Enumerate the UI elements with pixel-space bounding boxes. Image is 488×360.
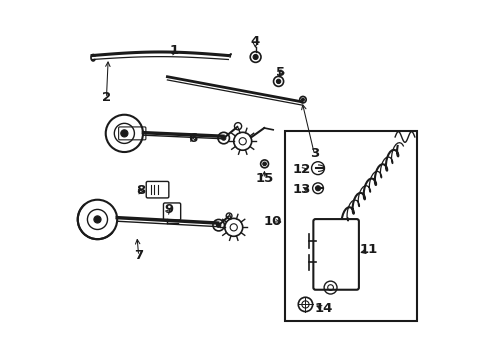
Text: 9: 9 bbox=[164, 203, 173, 216]
Circle shape bbox=[221, 136, 225, 140]
Text: 5: 5 bbox=[275, 66, 285, 79]
Text: 2: 2 bbox=[102, 91, 111, 104]
Circle shape bbox=[276, 79, 280, 84]
Circle shape bbox=[315, 186, 320, 191]
Circle shape bbox=[253, 54, 258, 59]
Text: 3: 3 bbox=[309, 147, 318, 159]
Circle shape bbox=[121, 130, 128, 137]
Circle shape bbox=[262, 162, 266, 166]
Text: 15: 15 bbox=[255, 172, 273, 185]
Text: 11: 11 bbox=[358, 243, 377, 256]
Text: 8: 8 bbox=[136, 184, 145, 197]
Circle shape bbox=[94, 216, 101, 223]
Text: 14: 14 bbox=[314, 302, 332, 315]
Text: 7: 7 bbox=[134, 249, 143, 262]
Text: 4: 4 bbox=[250, 35, 259, 49]
Circle shape bbox=[216, 223, 221, 227]
Text: 6: 6 bbox=[187, 132, 197, 145]
Bar bbox=[285, 131, 416, 320]
Text: 12: 12 bbox=[292, 163, 310, 176]
Text: 10: 10 bbox=[263, 215, 281, 228]
Circle shape bbox=[301, 98, 304, 101]
Text: 13: 13 bbox=[292, 183, 310, 196]
Text: 1: 1 bbox=[170, 44, 179, 57]
